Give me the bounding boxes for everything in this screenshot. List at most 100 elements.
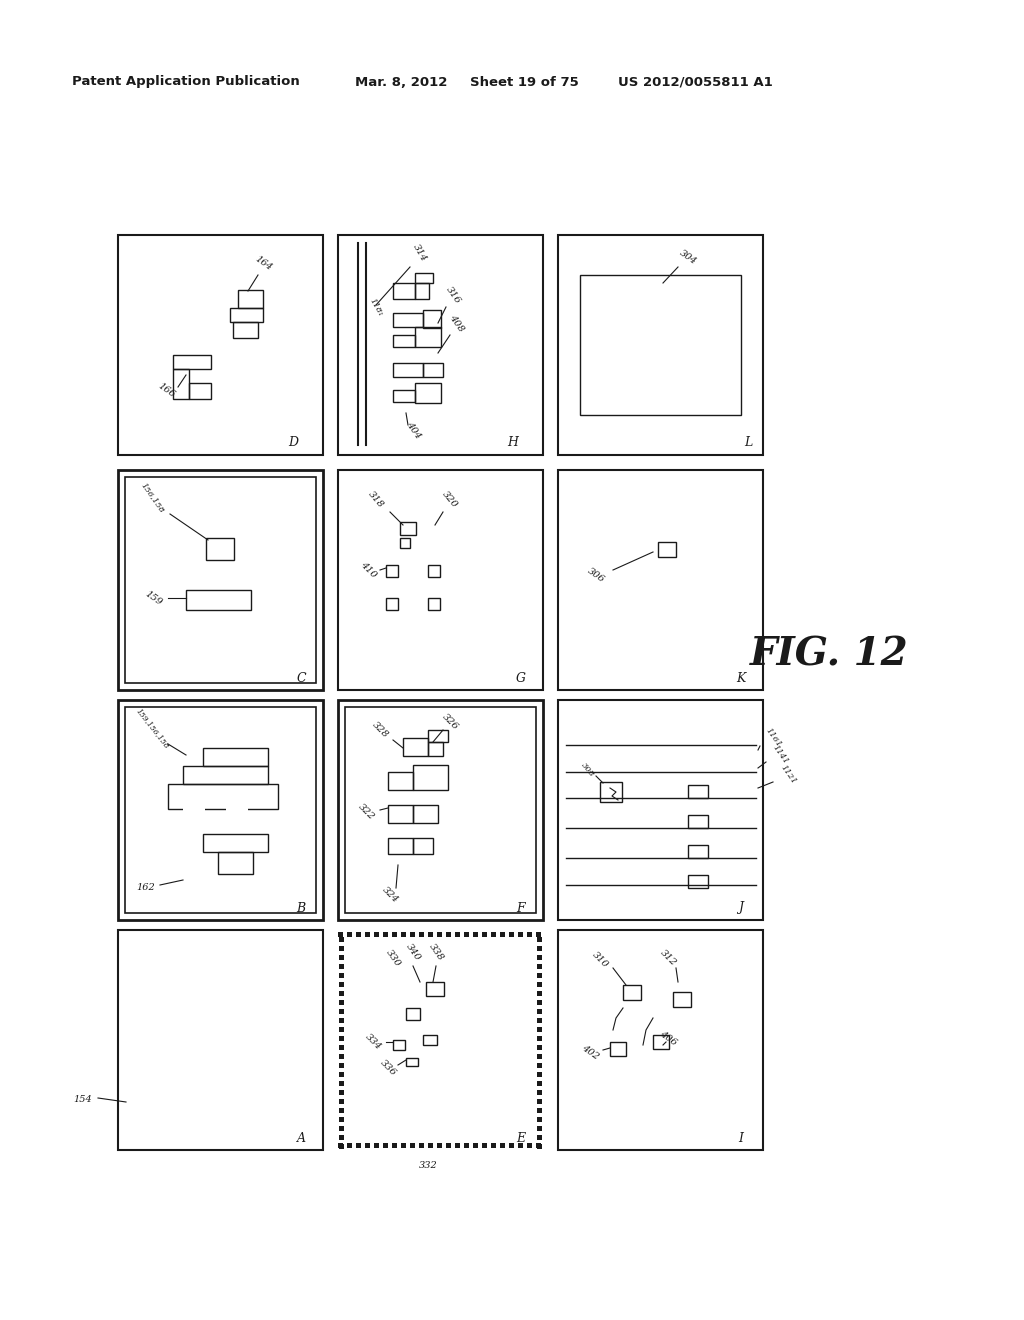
Bar [423,1035,437,1045]
Bar [527,932,532,937]
Bar [186,590,251,610]
Text: C: C [296,672,306,685]
Bar [173,370,189,399]
Bar [338,1143,343,1148]
Bar [339,1008,344,1014]
Bar [509,1143,514,1148]
Text: 166: 166 [156,381,176,399]
Bar [537,1072,542,1077]
Text: 310: 310 [590,950,610,970]
Text: 328: 328 [371,721,390,739]
Bar [339,946,344,950]
Bar [410,932,415,937]
Bar [482,1143,487,1148]
Bar [347,932,352,937]
Bar [401,1143,406,1148]
Bar [428,742,443,756]
Bar [339,1072,344,1077]
Text: H: H [508,437,518,450]
Text: Mar. 8, 2012: Mar. 8, 2012 [355,75,447,88]
Text: 318: 318 [367,490,385,510]
Bar [518,1143,523,1148]
Bar [356,1143,361,1148]
Bar [688,814,708,828]
Bar [446,1143,451,1148]
Bar [393,282,415,300]
Bar [415,327,441,347]
Bar [203,748,268,766]
Bar [393,1040,406,1049]
Bar [339,1144,344,1148]
Bar [537,973,542,978]
Text: I: I [738,1131,743,1144]
Bar [339,1036,344,1041]
Bar [118,470,323,690]
Text: E: E [516,1131,525,1144]
Bar [189,383,211,399]
Bar [339,982,344,987]
Bar [339,973,344,978]
Bar [428,1143,433,1148]
Bar [203,834,268,851]
Text: 306: 306 [586,566,606,583]
Text: 164: 164 [253,253,273,272]
Bar [473,1143,478,1148]
Bar [428,598,440,610]
Bar [339,1126,344,1131]
Bar [388,772,413,789]
Bar [419,1143,424,1148]
Bar [406,1059,418,1067]
Bar [464,932,469,937]
Text: 330: 330 [384,948,402,969]
Bar [339,964,344,969]
Bar [537,1100,542,1104]
Bar [413,838,433,854]
Bar [218,851,253,874]
Bar [339,1053,344,1059]
Bar [339,991,344,997]
Bar [338,470,543,690]
Bar [423,310,441,327]
Text: Patent Application Publication: Patent Application Publication [72,75,300,88]
Bar [673,993,691,1007]
Bar [537,1135,542,1140]
Bar [537,1018,542,1023]
Text: 162: 162 [136,883,156,892]
Text: 1161: 1161 [764,727,782,750]
Text: 312: 312 [658,948,678,968]
Bar [125,477,316,682]
Bar [464,1143,469,1148]
Bar [386,565,398,577]
Bar [437,1143,442,1148]
Text: 332: 332 [419,1160,437,1170]
Bar [658,543,676,557]
Bar [415,383,441,403]
Text: 334: 334 [364,1032,383,1052]
Bar [118,235,323,455]
Bar [410,1143,415,1148]
Bar [183,766,268,784]
Bar [386,598,398,610]
Bar [537,946,542,950]
Text: L: L [743,437,752,450]
Bar [339,1135,344,1140]
Bar [688,845,708,858]
Bar [537,991,542,997]
Bar [338,235,543,455]
Bar [388,805,413,822]
Bar [338,700,543,920]
Text: Sheet 19 of 75: Sheet 19 of 75 [470,75,579,88]
Bar [518,932,523,937]
Bar [339,1081,344,1086]
Text: US 2012/0055811 A1: US 2012/0055811 A1 [618,75,773,88]
Bar [233,322,258,338]
Bar [339,1063,344,1068]
Bar [423,363,443,378]
Bar [388,838,413,854]
Text: 314: 314 [412,243,429,264]
Bar [537,1107,542,1113]
Bar [473,932,478,937]
Bar [419,932,424,937]
Bar [356,932,361,937]
Bar [490,932,496,937]
